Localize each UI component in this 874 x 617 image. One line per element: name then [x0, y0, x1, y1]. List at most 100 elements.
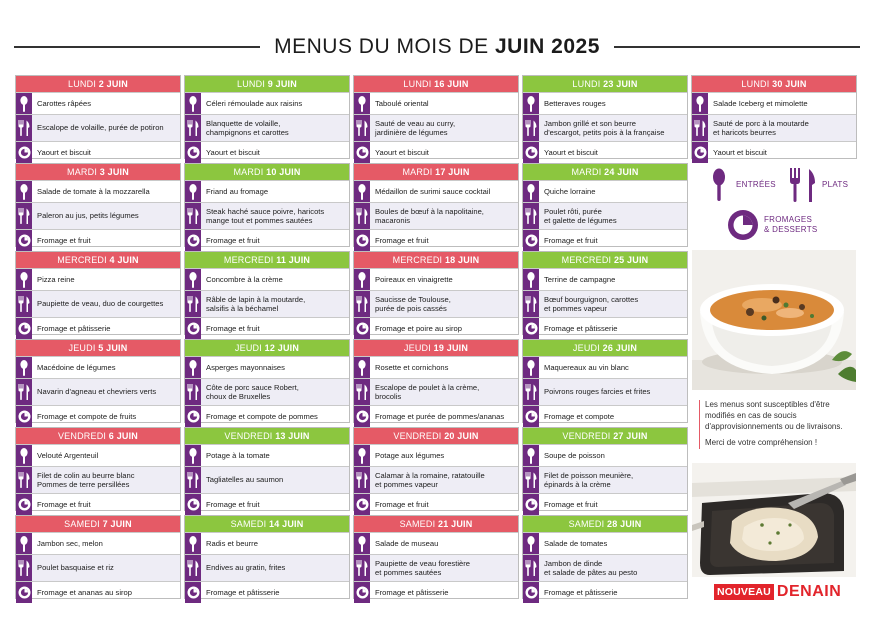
spoon-icon [358, 535, 366, 552]
day-name: MARDI [233, 167, 264, 177]
starter-text: Macédoine de légumes [37, 362, 116, 372]
chicken-photo [692, 463, 856, 577]
day-header: LUNDI 2 JUIN [16, 76, 180, 92]
main-row: Escalope de poulet à la crème, brocolis [354, 378, 518, 405]
spoon-icon [713, 168, 725, 201]
dessert-text: Fromage et fruit [375, 235, 429, 245]
main-text: Bœuf bourguignon, carottes et pommes vap… [539, 291, 687, 317]
day-name: MARDI [67, 167, 98, 177]
main-row: Tagliatelles au saumon [185, 466, 349, 493]
dessert-text: Fromage et pâtisserie [37, 323, 111, 333]
dessert-row: Fromage et fruit [523, 493, 687, 515]
dessert-row: Fromage et compote [523, 405, 687, 427]
notice-thanks: Merci de votre compréhension ! [705, 438, 818, 448]
main-row: Jambon de dinde et salade de pâtes au pe… [523, 554, 687, 581]
spoon-icon [20, 183, 28, 200]
soup-photo [692, 250, 856, 390]
day-name: MERCREDI [561, 255, 612, 265]
main-text: Escalope de volaille, purée de potiron [32, 115, 180, 141]
day-card: JEUDI 19 JUIN Rosette et cornichons Escalo… [353, 339, 519, 427]
cheese-wheel-icon [525, 498, 537, 511]
spoon-icon [527, 535, 535, 552]
spoon-icon [20, 271, 28, 288]
day-header: MARDI 10 JUIN [185, 164, 349, 180]
main-row: Bœuf bourguignon, carottes et pommes vap… [523, 290, 687, 317]
main-row: Calamar à la romaine, ratatouille et pom… [354, 466, 518, 493]
starter-row: Salade de museau [354, 532, 518, 554]
day-date: 13 JUIN [275, 431, 310, 441]
brand-logo: NOUVEAU DENAIN [714, 583, 841, 601]
starter-text: Salade de museau [375, 538, 439, 548]
dessert-row: Fromage et fruit [523, 229, 687, 251]
day-date: 10 JUIN [266, 167, 301, 177]
day-name: MERCREDI [392, 255, 443, 265]
main-text: Paupiette de veau forestière et pommes s… [370, 555, 518, 581]
notice: Les menus sont susceptibles d'être modif… [699, 400, 861, 450]
legend-starters-label: ENTRÉES [736, 180, 776, 189]
main-row: Blanquette de volaille, champignons et c… [185, 114, 349, 141]
main-row: Poivrons rouges farcies et frites [523, 378, 687, 405]
dessert-text: Fromage et pâtisserie [375, 587, 449, 597]
cheese-wheel-icon [187, 146, 199, 159]
notice-text: Les menus sont susceptibles d'être modif… [705, 400, 843, 431]
day-name: VENDREDI [224, 431, 273, 441]
starter-text: Taboulé oriental [375, 98, 429, 108]
day-name: VENDREDI [562, 431, 611, 441]
starter-row: Friand au fromage [185, 180, 349, 202]
day-name: LUNDI [68, 79, 97, 89]
cheese-wheel-icon [525, 322, 537, 335]
day-header: LUNDI 23 JUIN [523, 76, 687, 92]
day-date: 7 JUIN [102, 519, 132, 529]
spoon-icon [20, 447, 28, 464]
day-card: VENDREDI 27 JUIN Soupe de poisson Filet de… [522, 427, 688, 515]
cutlery-icon [694, 120, 706, 136]
starter-text: Salade de tomates [544, 538, 608, 548]
starter-text: Soupe de poisson [544, 450, 605, 460]
day-header: SAMEDI 28 JUIN [523, 516, 687, 532]
day-card: MARDI 10 JUIN Friand au fromage Steak hach… [184, 163, 350, 251]
starter-text: Radis et beurre [206, 538, 258, 548]
dessert-text: Fromage et purée de pommes/ananas [375, 411, 505, 421]
day-card: JEUDI 26 JUIN Maquereaux au vin blanc Poiv… [522, 339, 688, 427]
starter-row: Salade de tomate à la mozzarella [16, 180, 180, 202]
main-text: Steak haché sauce poivre, haricots mange… [201, 203, 349, 229]
cheese-wheel-icon [18, 498, 30, 511]
cheese-wheel-icon [18, 146, 30, 159]
dessert-text: Fromage et fruit [544, 499, 598, 509]
day-date: 6 JUIN [108, 431, 139, 441]
day-header: JEUDI 26 JUIN [523, 340, 687, 356]
dessert-text: Yaourt et biscuit [37, 147, 91, 157]
day-date: 26 JUIN [602, 343, 638, 353]
starter-text: Terrine de campagne [544, 274, 616, 284]
dessert-row: Fromage et pâtisserie [523, 317, 687, 339]
day-card: MERCREDI 18 JUIN Poireaux en vinaigrette S… [353, 251, 519, 339]
day-name: VENDREDI [393, 431, 442, 441]
day-date: 11 JUIN [276, 255, 311, 265]
main-text: Endives au gratin, frites [201, 555, 349, 581]
day-date: 14 JUIN [269, 519, 304, 529]
main-text: Râble de lapin à la moutarde, salsifis à… [201, 291, 349, 317]
header: MENUS DU MOIS DE JUIN 2025 [14, 32, 861, 62]
cutlery-icon [187, 384, 199, 400]
starter-text: Potage aux légumes [375, 450, 445, 460]
day-name: JEUDI [572, 343, 600, 353]
cutlery-icon [356, 296, 368, 312]
day-card: SAMEDI 7 JUIN Jambon sec, melon Poulet bas… [15, 515, 181, 603]
day-date: 28 JUIN [607, 519, 642, 529]
day-date: 27 JUIN [613, 431, 648, 441]
day-card: LUNDI 23 JUIN Betteraves rouges Jambon gri… [522, 75, 688, 163]
spoon-icon [189, 95, 197, 112]
day-name: JEUDI [68, 343, 96, 353]
dessert-row: Fromage et fruit [16, 493, 180, 515]
page-title: MENUS DU MOIS DE JUIN 2025 [274, 35, 600, 58]
cheese-wheel-icon [187, 322, 199, 335]
starter-text: Concombre à la crème [206, 274, 283, 284]
cutlery-icon [187, 120, 199, 136]
day-header: MERCREDI 18 JUIN [354, 252, 518, 268]
day-header: SAMEDI 14 JUIN [185, 516, 349, 532]
starter-row: Radis et beurre [185, 532, 349, 554]
cutlery-icon [18, 472, 30, 488]
day-name: VENDREDI [57, 431, 107, 441]
brand-name: DENAIN [776, 583, 842, 600]
starter-row: Soupe de poisson [523, 444, 687, 466]
